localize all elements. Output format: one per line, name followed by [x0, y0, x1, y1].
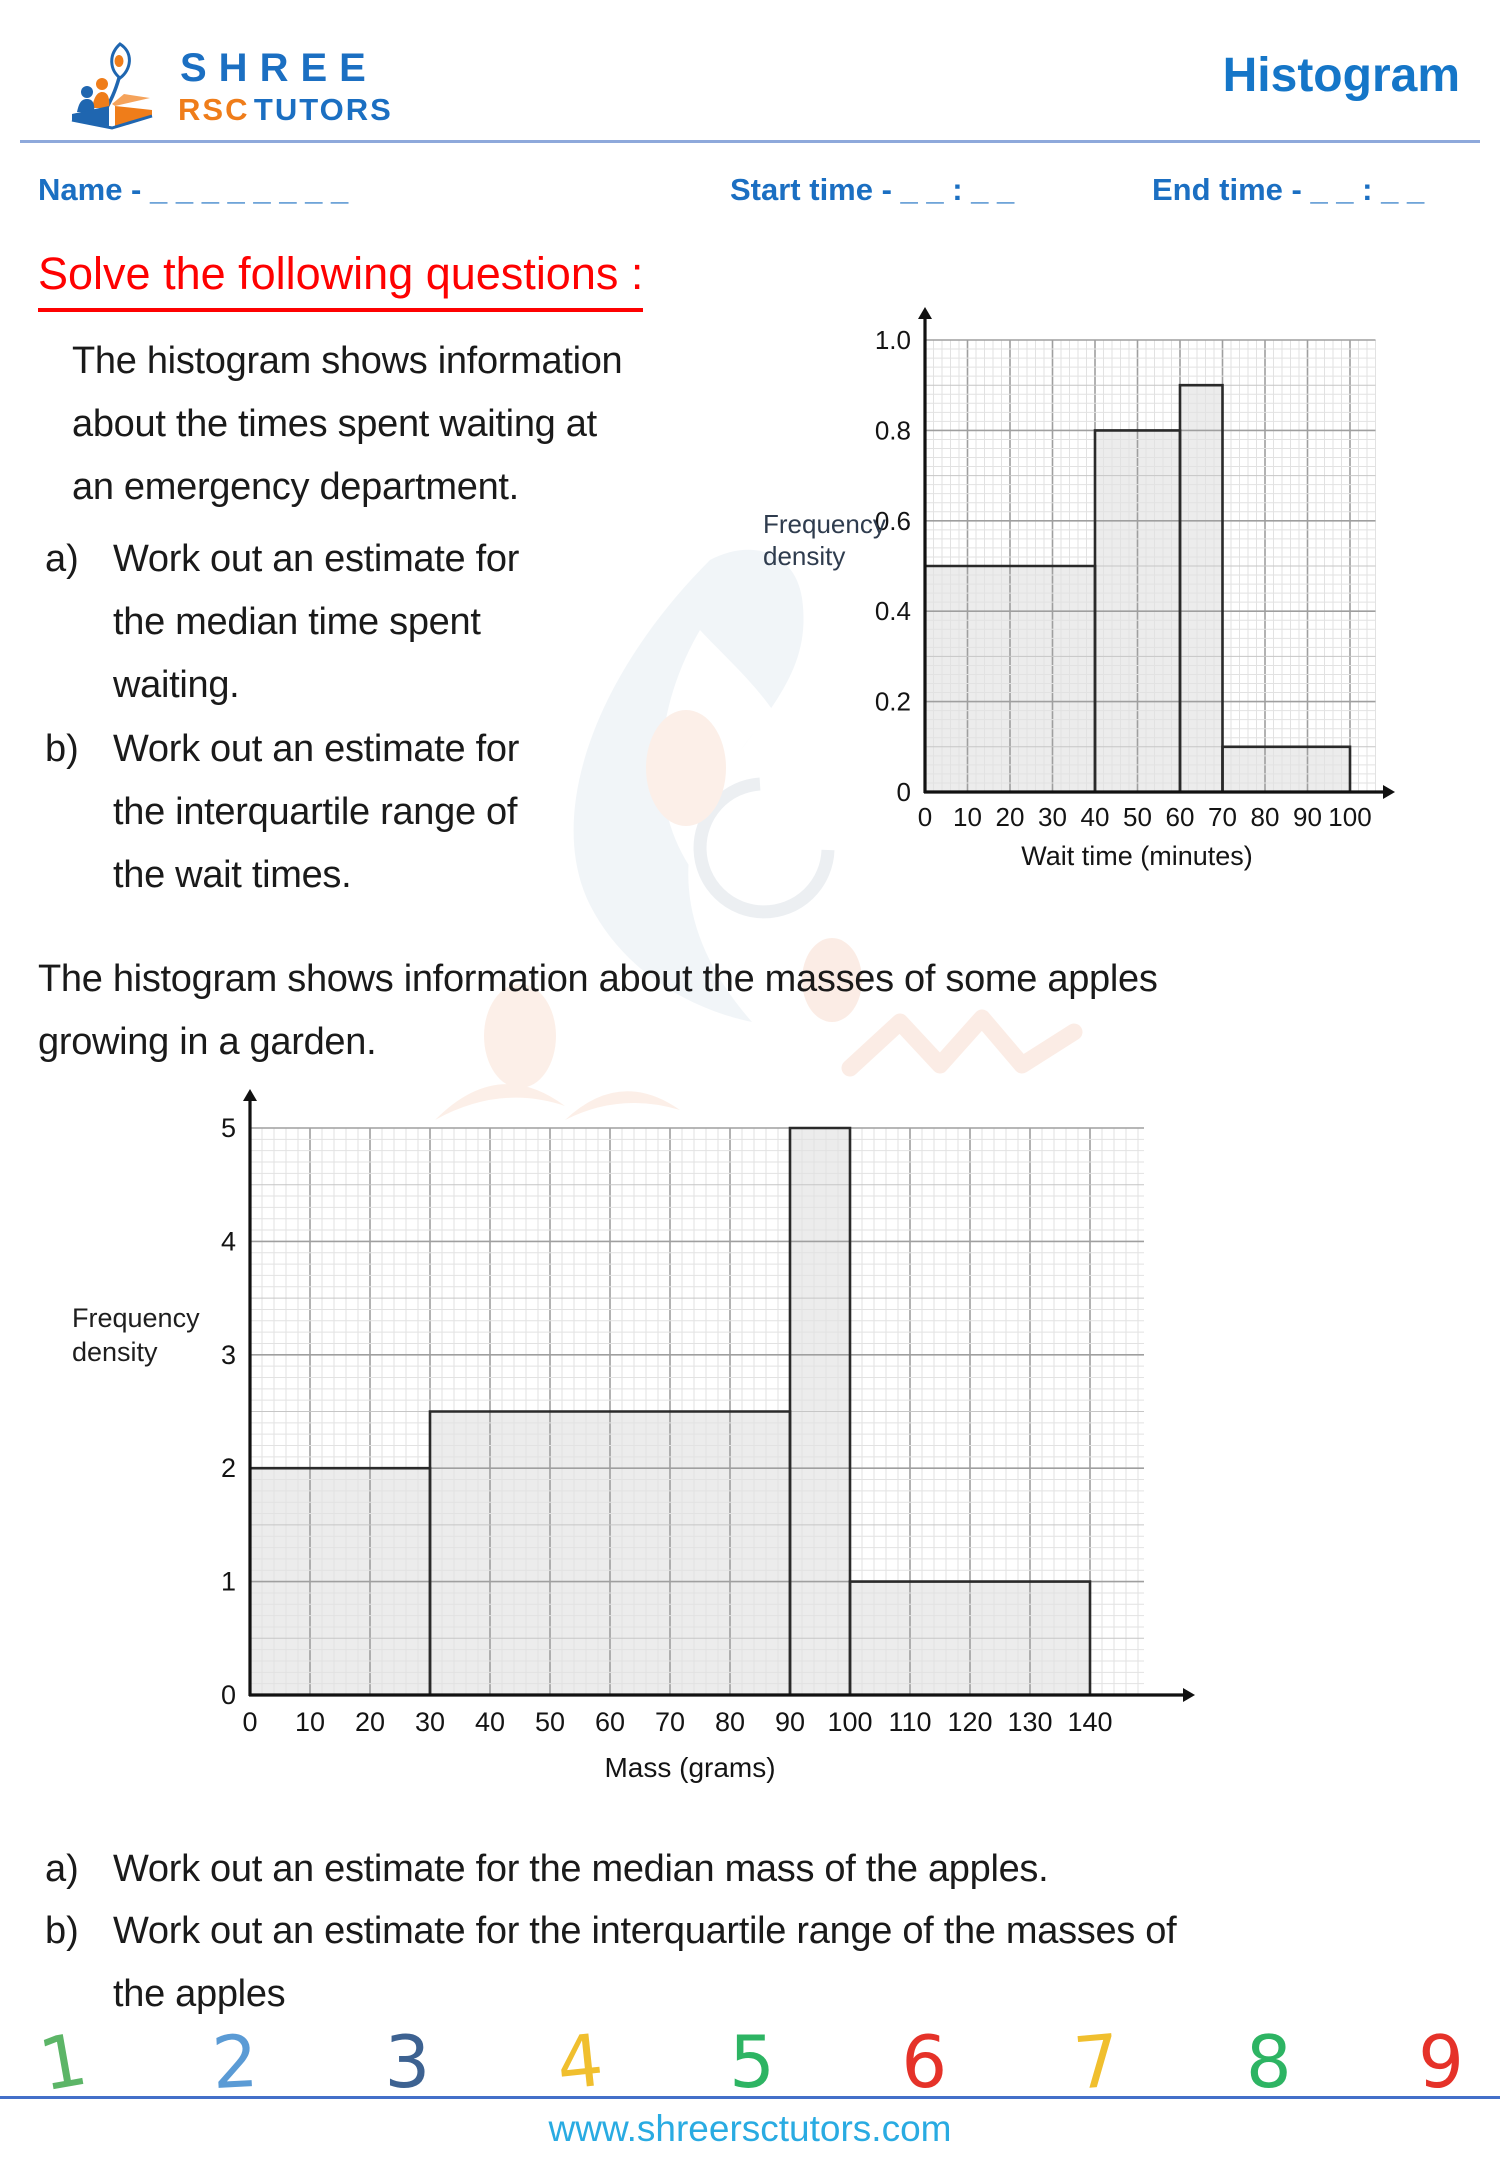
- watermark-center-dot: [646, 710, 726, 826]
- decorative-digit: 5: [729, 2020, 775, 2104]
- list-text-b2: Work out an estimate for the interquarti…: [113, 1910, 1177, 2016]
- svg-text:40: 40: [1081, 802, 1110, 832]
- question1-part-b: b) Work out an estimate for the interqua…: [45, 718, 705, 907]
- wait-time-histogram: 0 0.2 0.4 0.6 0.8 1.0 0 10 20 30 40 50 60 70 80 90 100 Wa…: [763, 307, 1395, 871]
- decorative-digit: 3: [384, 2020, 431, 2104]
- watermark-swirl: [693, 777, 835, 919]
- list-label-b2: b): [45, 1910, 79, 1952]
- watermark-zigzag: [841, 1009, 1083, 1077]
- svg-text:60: 60: [1166, 802, 1195, 832]
- end-time-field: End time - _ _ : _ _: [1152, 172, 1425, 207]
- question2-intro: The histogram shows information about th…: [38, 958, 1158, 1064]
- svg-text:10: 10: [953, 802, 982, 832]
- svg-text:0.2: 0.2: [875, 687, 911, 717]
- svg-text:100: 100: [827, 1707, 872, 1737]
- watermark-blob: [802, 938, 862, 1022]
- name-field: Name - _ _ _ _ _ _ _ _: [38, 172, 349, 207]
- svg-text:20: 20: [996, 802, 1025, 832]
- question1-part-a: a) Work out an estimate for the median t…: [45, 528, 705, 717]
- svg-text:3: 3: [221, 1340, 236, 1370]
- svg-text:20: 20: [355, 1707, 385, 1737]
- question1-intro: The histogram shows information about th…: [72, 340, 623, 509]
- decorative-digit: 9: [1418, 2020, 1464, 2104]
- svg-text:10: 10: [295, 1707, 325, 1737]
- svg-text:90: 90: [775, 1707, 805, 1737]
- svg-text:0.6: 0.6: [875, 506, 911, 536]
- question2-part-b: b) Work out an estimate for the interqua…: [45, 1900, 1465, 2026]
- svg-text:0: 0: [242, 1707, 257, 1737]
- svg-text:130: 130: [1007, 1707, 1052, 1737]
- svg-text:100: 100: [1328, 802, 1371, 832]
- y-axis-label: Frequency: [763, 509, 886, 539]
- histogram-bar-60-70: [1180, 385, 1223, 792]
- brand-name-tutors: TUTORS: [253, 92, 393, 127]
- watermark-tulip: [484, 984, 556, 1088]
- svg-text:120: 120: [947, 1707, 992, 1737]
- svg-text:0: 0: [918, 802, 932, 832]
- svg-text:60: 60: [595, 1707, 625, 1737]
- svg-text:80: 80: [1251, 802, 1280, 832]
- list-label-b: b): [45, 728, 79, 770]
- question2-part-a: a) Work out an estimate for the median m…: [45, 1838, 1465, 1901]
- brand-name-rsc: RSC: [178, 92, 250, 127]
- decorative-digit: 1: [33, 2016, 93, 2108]
- svg-text:0: 0: [221, 1680, 236, 1710]
- watermark-leaf-right: [565, 1091, 680, 1120]
- svg-text:0: 0: [897, 777, 911, 807]
- svg-text:5: 5: [221, 1113, 236, 1143]
- footer-divider: [0, 2096, 1500, 2099]
- header-divider: [20, 140, 1480, 143]
- list-text-b: Work out an estimate for the interquarti…: [113, 728, 520, 897]
- start-time-field: Start time - _ _ : _ _: [730, 172, 1015, 207]
- svg-text:0.8: 0.8: [875, 415, 911, 445]
- svg-text:90: 90: [1293, 802, 1322, 832]
- decorative-digits-row: 1 2 3 4 5 6 7 8 9: [33, 2017, 1464, 2108]
- svg-text:2: 2: [221, 1453, 236, 1483]
- svg-text:0.4: 0.4: [875, 596, 911, 626]
- svg-text:1.0: 1.0: [875, 325, 911, 355]
- y-axis-label: Frequency: [72, 1303, 200, 1333]
- svg-text:50: 50: [535, 1707, 565, 1737]
- page-title: Histogram: [1222, 49, 1460, 102]
- brand-name-top: SHREE: [180, 46, 378, 90]
- x-axis-label: Mass (grams): [604, 1752, 775, 1783]
- decorative-digit: 4: [552, 2017, 607, 2107]
- watermark-logo: [435, 549, 1083, 1120]
- footer-url[interactable]: www.shreersctutors.com: [548, 2108, 952, 2149]
- svg-text:140: 140: [1067, 1707, 1112, 1737]
- svg-text:70: 70: [1208, 802, 1237, 832]
- svg-text:80: 80: [715, 1707, 745, 1737]
- brand-logo-icon: [71, 42, 153, 130]
- svg-text:70: 70: [655, 1707, 685, 1737]
- decorative-digit: 7: [1070, 2018, 1123, 2106]
- decorative-digit: 6: [901, 2020, 948, 2104]
- svg-text:1: 1: [221, 1567, 236, 1597]
- decorative-digit: 2: [210, 2018, 261, 2106]
- section-heading: Solve the following questions :: [38, 248, 644, 312]
- svg-text:30: 30: [415, 1707, 445, 1737]
- watermark-leaf-left: [435, 1084, 565, 1120]
- list-text-a: Work out an estimate for the median time…: [113, 538, 520, 707]
- decorative-digit: 8: [1245, 2020, 1292, 2104]
- svg-text:30: 30: [1038, 802, 1067, 832]
- y-axis-label: density: [72, 1337, 158, 1367]
- histogram-bar-70-100: [1222, 746, 1350, 792]
- list-label-a2: a): [45, 1848, 79, 1890]
- svg-text:40: 40: [475, 1707, 505, 1737]
- svg-text:50: 50: [1123, 802, 1152, 832]
- y-axis-label: density: [763, 541, 845, 571]
- x-axis-label: Wait time (minutes): [1021, 841, 1253, 871]
- list-label-a: a): [45, 538, 79, 580]
- svg-text:110: 110: [888, 1707, 931, 1737]
- list-text-a2: Work out an estimate for the median mass…: [113, 1848, 1049, 1890]
- svg-text:4: 4: [221, 1226, 236, 1256]
